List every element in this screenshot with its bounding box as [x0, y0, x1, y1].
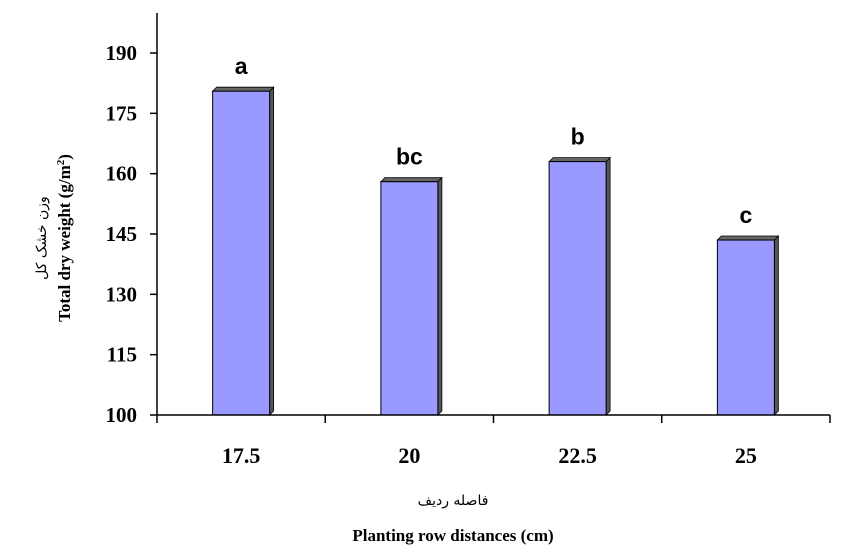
y-axis-title-fa: وزن خشک کل	[34, 196, 50, 280]
x-axis-title-fa: فاصله ردیف	[418, 493, 489, 509]
bar-front	[380, 181, 439, 416]
bar	[379, 176, 443, 416]
x-tick-label: 17.5	[222, 443, 261, 468]
bar-top	[379, 177, 443, 183]
bar-side	[773, 235, 779, 416]
y-tick-label: 115	[107, 343, 137, 367]
data-label: c	[739, 202, 752, 228]
x-tick-label: 20	[398, 443, 420, 468]
y-axis-ticks: 100 115 130 145 160 175 190	[106, 41, 157, 427]
y-tick-label: 145	[106, 222, 138, 246]
y-tick-label: 160	[106, 162, 138, 186]
bar-side	[269, 86, 275, 416]
y-tick-label: 175	[106, 101, 138, 125]
bar	[211, 86, 275, 416]
y-tick-label: 190	[106, 41, 138, 65]
bar-top	[211, 86, 275, 92]
bar-front	[548, 161, 607, 416]
data-label: bc	[396, 144, 423, 170]
bar	[548, 156, 612, 416]
y-tick-label: 100	[106, 403, 138, 427]
x-axis-title: Planting row distances (cm)	[352, 526, 553, 545]
bar-top	[548, 157, 612, 163]
data-label: a	[235, 53, 248, 79]
y-tick-label: 130	[106, 282, 138, 306]
bar-front	[716, 239, 775, 416]
bars	[211, 86, 780, 416]
y-axis-title: Total dry weight (g/m2)	[55, 154, 74, 322]
bar-side	[605, 156, 611, 416]
data-label: b	[571, 124, 585, 150]
bar-front	[212, 90, 271, 416]
x-tick-label: 25	[735, 443, 757, 468]
x-axis-ticks: 17.5 20 22.5 25	[156, 415, 831, 468]
x-tick-label: 22.5	[558, 443, 597, 468]
bar-top	[716, 235, 780, 241]
bar	[716, 235, 780, 416]
bar-side	[437, 176, 443, 416]
